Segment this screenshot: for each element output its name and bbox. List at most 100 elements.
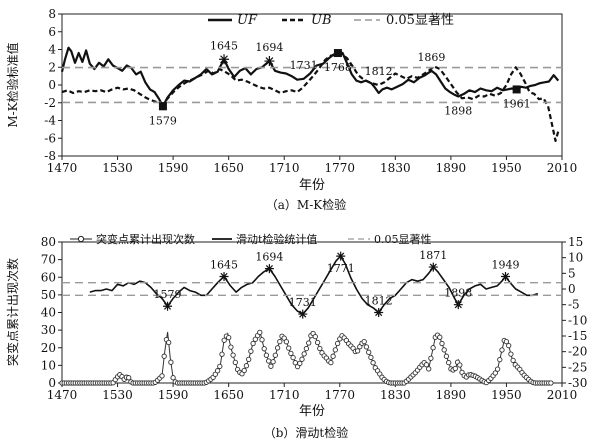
count-point <box>297 360 303 367</box>
count-point <box>257 329 263 336</box>
y-tick-label: 0 <box>48 78 56 92</box>
count-point <box>259 337 265 343</box>
count-point <box>166 339 172 346</box>
count-point <box>272 352 278 358</box>
change-point-star <box>336 251 346 261</box>
panel-a-ylabel: M-K检验标准值 <box>5 42 20 127</box>
count-point <box>497 356 503 363</box>
count-point <box>492 370 498 376</box>
count-point <box>226 334 232 341</box>
count-point <box>354 348 361 354</box>
count-point <box>443 353 450 359</box>
legend-count-label: 突变点累计出现次数 <box>96 232 195 246</box>
count-point <box>268 363 274 369</box>
count-point <box>506 342 512 349</box>
change-point-marker <box>333 49 342 58</box>
point-label-1694: 1694 <box>255 251 283 264</box>
change-point-star <box>428 262 438 272</box>
y-tick-label: 30 <box>41 323 56 337</box>
count-point <box>270 359 276 365</box>
ub-series-line <box>61 52 560 142</box>
y-tick-label: 10 <box>41 358 56 372</box>
point-label-1579: 1579 <box>154 288 182 301</box>
y-tick-label: -8 <box>44 149 56 163</box>
count-point <box>230 352 236 358</box>
panel-b-xlabel: 年份 <box>299 404 325 419</box>
count-point <box>277 338 283 345</box>
y2-tick-label: 10 <box>568 251 583 265</box>
panel-b-legend: 突变点累计出现次数 滑动t检验统计值 0.05显著性 <box>70 232 432 246</box>
count-point <box>503 338 510 345</box>
count-point <box>168 359 174 365</box>
point-label-1949: 1949 <box>492 258 520 271</box>
y-tick-label: 80 <box>41 235 56 249</box>
count-point <box>510 357 516 364</box>
change-point-star <box>453 300 463 310</box>
change-point-star <box>374 308 384 317</box>
y2-tick-label: -10 <box>568 313 587 327</box>
x-tick-label: 1710 <box>269 388 300 402</box>
count-point <box>430 345 436 351</box>
legend-count-marker <box>77 235 85 243</box>
count-point <box>361 338 367 345</box>
y-tick-label: -2 <box>44 96 56 110</box>
y-tick-label: 6 <box>48 25 56 39</box>
point-label-1869: 1869 <box>417 51 445 64</box>
y-tick-label: 0 <box>48 376 56 390</box>
x-tick-label: 1590 <box>158 388 189 402</box>
count-point <box>212 371 218 377</box>
count-point <box>261 346 267 352</box>
count-point <box>243 363 250 369</box>
count-point <box>290 354 296 361</box>
count-point <box>228 344 234 350</box>
point-label-1898: 1898 <box>444 105 472 118</box>
legend-ub-label: UB <box>311 13 332 28</box>
count-point <box>508 351 514 357</box>
count-point <box>437 334 443 340</box>
count-point <box>217 363 223 370</box>
count-point <box>494 366 501 372</box>
y2-tick-label: 0 <box>568 282 576 296</box>
count-point <box>317 345 323 352</box>
panel-a-legend: UF UB 0.05显著性 <box>208 13 454 28</box>
y-tick-label: 50 <box>41 288 56 302</box>
count-series-line <box>62 330 553 384</box>
count-point <box>232 359 238 366</box>
x-tick-label: 1530 <box>102 161 133 175</box>
point-label-1645: 1645 <box>210 258 238 271</box>
count-point <box>312 333 318 340</box>
y2-tick-label: 15 <box>568 235 583 249</box>
panel-a-caption: （a）M-K检验 <box>266 197 346 212</box>
x-tick-label: 1590 <box>158 161 189 175</box>
panel-b-chart: 1470 1530 1590 1650 1710 1770 1830 1890 1950 2010… <box>5 232 587 440</box>
change-point-marker <box>158 102 167 111</box>
point-label-1871: 1871 <box>419 249 447 262</box>
change-point-star <box>163 301 173 311</box>
count-point <box>286 345 292 351</box>
count-point <box>306 340 312 346</box>
change-point-star <box>219 271 229 281</box>
y-tick-label: 70 <box>41 253 56 267</box>
point-label-1812: 1812 <box>365 295 393 308</box>
x-tick-label: 1530 <box>102 388 133 402</box>
change-point-marker <box>512 85 521 94</box>
y-tick-label: 4 <box>48 43 56 57</box>
x-tick-label: 1770 <box>325 388 356 402</box>
count-point <box>457 362 463 368</box>
count-point <box>248 348 254 354</box>
y-tick-label: 40 <box>41 306 56 320</box>
count-point <box>301 351 307 357</box>
x-tick-label: 2010 <box>547 161 578 175</box>
count-point <box>370 360 376 366</box>
count-point <box>423 362 430 368</box>
count-point <box>161 353 167 359</box>
change-point-star <box>264 264 274 274</box>
panel-a-xlabel: 年份 <box>299 178 325 193</box>
x-tick-label: 1950 <box>491 388 522 402</box>
panel-b-caption: （b）滑动t检验 <box>264 425 349 440</box>
count-point <box>328 359 334 366</box>
legend-sig-b-label: 0.05显著性 <box>374 232 432 246</box>
count-point <box>439 340 445 347</box>
x-tick-label: 2010 <box>547 388 578 402</box>
